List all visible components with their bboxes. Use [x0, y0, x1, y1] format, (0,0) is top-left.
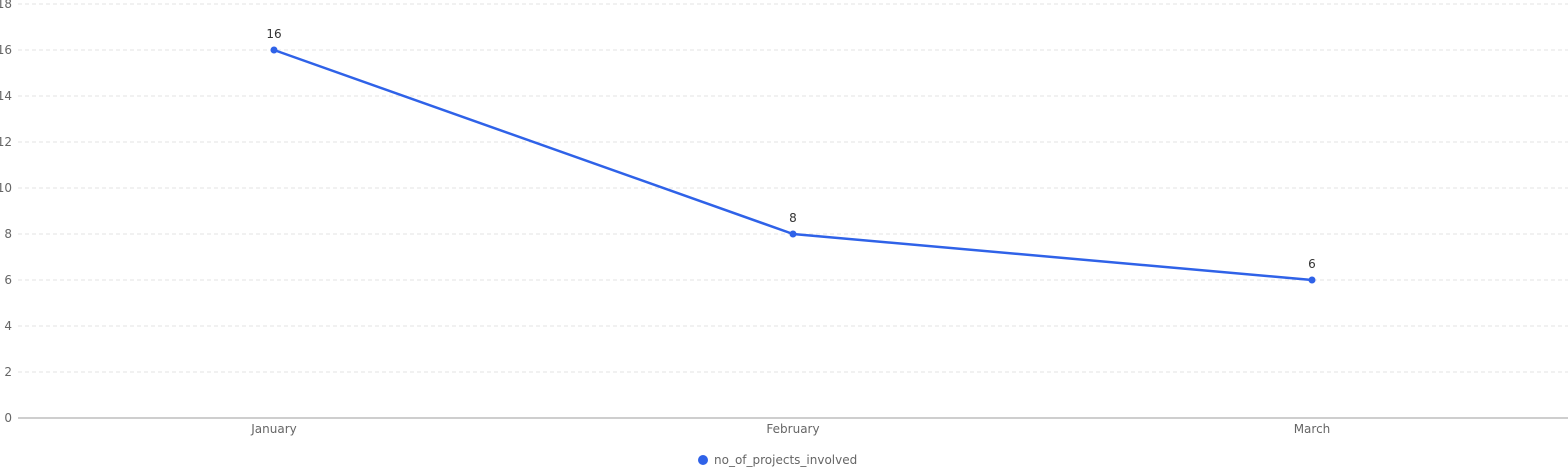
- y-tick-label: 8: [4, 227, 12, 241]
- data-point[interactable]: [789, 230, 797, 238]
- data-label: 6: [1308, 257, 1316, 271]
- y-tick-label: 2: [4, 365, 12, 379]
- y-tick-label: 4: [4, 319, 12, 333]
- y-axis-ticks: 0 2 4 6 8 10 12 14 16 18: [0, 0, 12, 425]
- legend-label[interactable]: no_of_projects_involved: [714, 453, 857, 467]
- y-tick-label: 10: [0, 181, 12, 195]
- grid-lines: [18, 3, 1568, 373]
- y-tick-label: 18: [0, 0, 12, 11]
- legend-marker: [698, 455, 708, 465]
- data-label: 16: [266, 27, 281, 41]
- series-group: [270, 46, 1316, 284]
- y-tick-label: 14: [0, 89, 12, 103]
- y-tick-label: 16: [0, 43, 12, 57]
- data-label: 8: [789, 211, 797, 225]
- data-point[interactable]: [270, 46, 278, 54]
- series-line: [272, 48, 1314, 282]
- x-tick-label: March: [1294, 422, 1331, 436]
- x-tick-label: January: [250, 422, 297, 436]
- y-tick-label: 6: [4, 273, 12, 287]
- x-axis-ticks: January February March: [250, 422, 1330, 436]
- y-tick-label: 12: [0, 135, 12, 149]
- y-tick-label: 0: [4, 411, 12, 425]
- data-point[interactable]: [1308, 276, 1316, 284]
- legend[interactable]: no_of_projects_involved: [698, 453, 857, 467]
- x-tick-label: February: [766, 422, 819, 436]
